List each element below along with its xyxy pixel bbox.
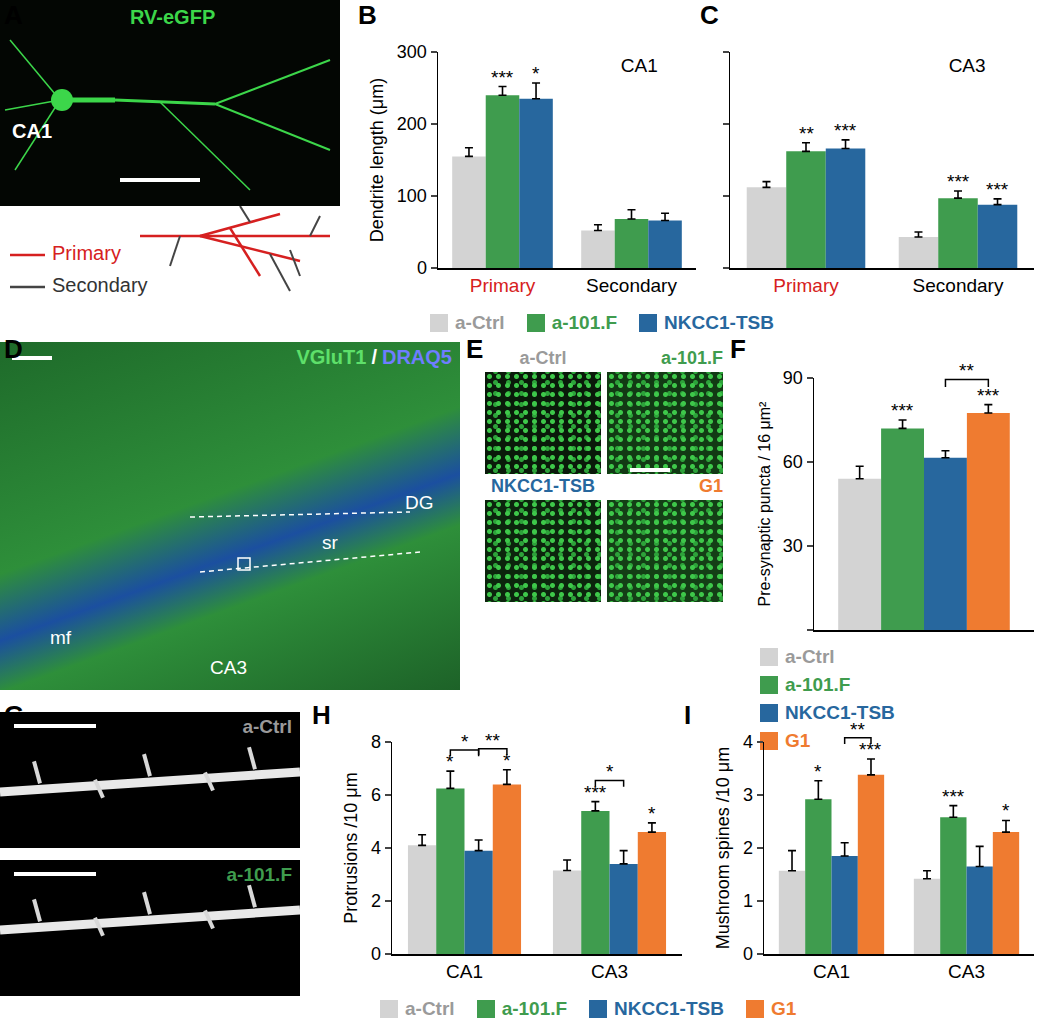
svg-text:*: * (1002, 800, 1010, 821)
svg-text:30: 30 (783, 536, 803, 556)
svg-text:8: 8 (371, 732, 381, 752)
html-text:G1: G1 (699, 476, 723, 496)
svg-text:3: 3 (743, 785, 753, 805)
svg-text:**: ** (799, 123, 814, 144)
svg-text:***: *** (834, 120, 857, 141)
html-text:NKCC1-TSB: NKCC1-TSB (785, 702, 895, 723)
svg-text:4: 4 (371, 838, 381, 858)
html-text:a-101.F: a-101.F (501, 998, 568, 1019)
html-text:B: B (358, 0, 377, 30)
html-text:mf: mf (50, 627, 72, 648)
svg-text:90: 90 (783, 368, 803, 388)
svg-text:6: 6 (371, 785, 381, 805)
svg-text:CA1: CA1 (621, 55, 658, 76)
svg-text:***: *** (986, 179, 1009, 200)
svg-text:0: 0 (417, 258, 427, 278)
svg-text:Primary: Primary (470, 275, 536, 296)
svg-text:*: * (648, 803, 656, 824)
html-text:A: A (4, 0, 23, 30)
svg-text:*: * (814, 761, 822, 782)
html-text:Primary: Primary (52, 242, 121, 264)
html-text:a-Ctrl: a-Ctrl (455, 312, 505, 333)
svg-text:100: 100 (397, 186, 427, 206)
svg-text:CA1: CA1 (446, 961, 483, 982)
svg-text:0: 0 (371, 944, 381, 964)
svg-text:***: *** (859, 739, 882, 760)
svg-text:*: * (503, 750, 511, 771)
svg-text:300: 300 (397, 42, 427, 62)
svg-text:**: ** (485, 730, 500, 751)
svg-text:Protrusions /10 μm: Protrusions /10 μm (341, 772, 361, 923)
svg-text:CA3: CA3 (948, 961, 985, 982)
svg-text:2: 2 (743, 838, 753, 858)
html-text:a-Ctrl: a-Ctrl (785, 646, 835, 667)
html-text:H: H (312, 700, 331, 730)
html-text:a-101.F: a-101.F (551, 312, 618, 333)
html-text:sr: sr (322, 532, 338, 553)
html-text:D: D (4, 334, 23, 364)
svg-text:***: *** (491, 67, 514, 88)
svg-text:1: 1 (743, 891, 753, 911)
svg-text:***: *** (942, 786, 965, 807)
svg-text:CA1: CA1 (813, 961, 850, 982)
html-text:a-Ctrl: a-Ctrl (519, 348, 567, 368)
html-text:G: G (4, 700, 25, 730)
svg-text:***: *** (977, 385, 1000, 406)
svg-text:CA3: CA3 (591, 961, 628, 982)
svg-text:2: 2 (371, 891, 381, 911)
svg-text:200: 200 (397, 114, 427, 134)
svg-text:**: ** (959, 360, 974, 381)
html-text:E: E (466, 334, 484, 364)
svg-text:CA3: CA3 (949, 55, 986, 76)
html-text:a-Ctrl: a-Ctrl (405, 998, 455, 1019)
html-text:NKCC1-TSB: NKCC1-TSB (491, 476, 595, 496)
svg-text:*: * (446, 751, 454, 772)
svg-text:Dendrite length (μm): Dendrite length (μm) (367, 78, 387, 242)
html-text:CA3: CA3 (210, 657, 247, 678)
svg-text:*: * (532, 63, 540, 84)
html-text:C: C (700, 0, 719, 30)
html-text:Secondary: Secondary (52, 274, 148, 296)
html-text:a-101.F: a-101.F (785, 674, 851, 695)
html-text:a-Ctrl: a-Ctrl (242, 716, 292, 737)
html-text:NKCC1-TSB: NKCC1-TSB (664, 312, 774, 333)
svg-text:**: ** (850, 719, 865, 740)
html-text:a-101.F: a-101.F (226, 864, 292, 885)
svg-text:*: * (461, 731, 469, 752)
html-text:a-101.F: a-101.F (661, 348, 723, 368)
html-text:CA1: CA1 (12, 120, 52, 142)
svg-text:Secondary: Secondary (586, 275, 677, 296)
svg-text:Primary: Primary (773, 275, 839, 296)
html-text:VGluT1 / DRAQ5: VGluT1 / DRAQ5 (296, 346, 452, 368)
svg-text:***: *** (584, 782, 607, 803)
svg-text:Pre-synaptic puncta / 16 μm²: Pre-synaptic puncta / 16 μm² (756, 401, 773, 607)
svg-text:0: 0 (743, 944, 753, 964)
html-text:RV-eGFP: RV-eGFP (130, 6, 216, 28)
html-text:NKCC1-TSB: NKCC1-TSB (614, 998, 724, 1019)
svg-text:4: 4 (743, 732, 753, 752)
svg-text:***: *** (891, 400, 914, 421)
svg-text:***: *** (947, 171, 970, 192)
html-text:G1: G1 (770, 998, 797, 1019)
html-text:DG: DG (405, 492, 434, 513)
svg-text:Mushroom spines /10 μm: Mushroom spines /10 μm (713, 747, 733, 949)
html-text:G1: G1 (785, 730, 811, 751)
svg-text:Secondary: Secondary (913, 275, 1004, 296)
html-text:F: F (730, 334, 746, 364)
svg-text:60: 60 (783, 452, 803, 472)
svg-text:*: * (606, 761, 614, 782)
html-text:I: I (684, 700, 692, 730)
